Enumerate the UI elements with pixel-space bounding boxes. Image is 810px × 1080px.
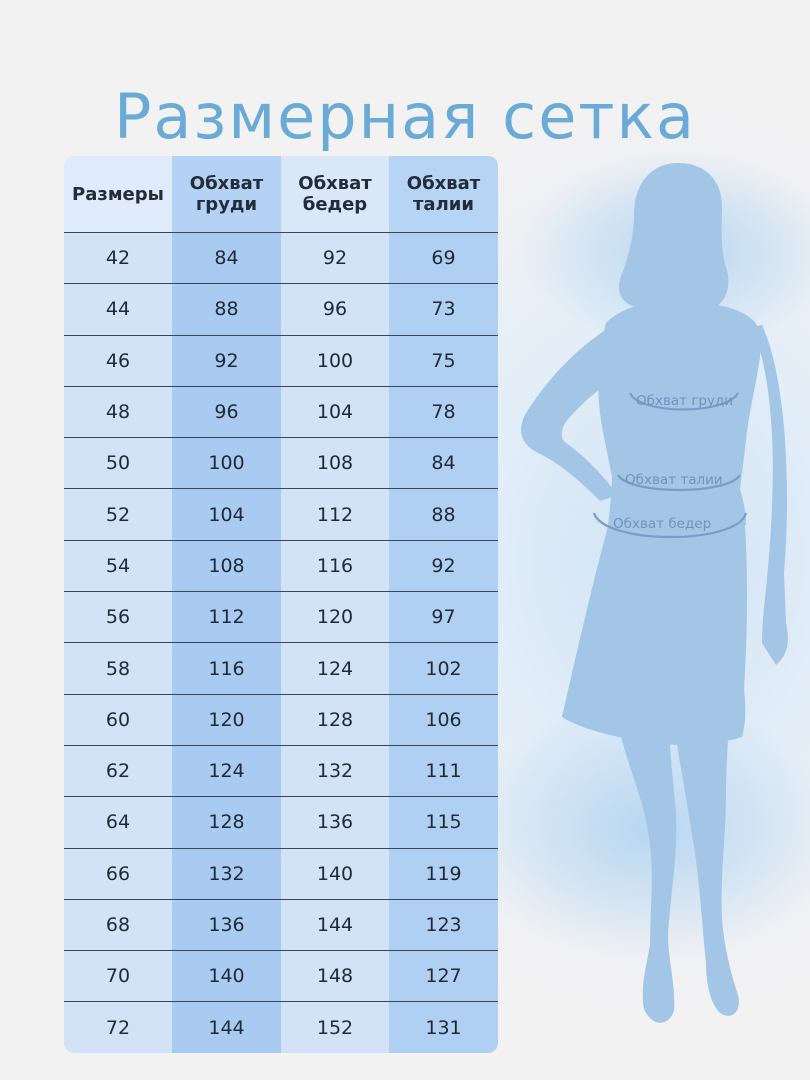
chest-cell: 128	[172, 796, 281, 848]
waist-cell: 88	[389, 488, 498, 540]
size-cell: 54	[64, 539, 172, 592]
header-text: Размеры	[72, 183, 164, 205]
header-text: Обхват	[189, 173, 264, 194]
header-text: талии	[412, 194, 474, 215]
waist-cell: 119	[389, 847, 498, 899]
chest-cell: 124	[172, 744, 281, 797]
hips-cell: 132	[281, 744, 389, 797]
waist-cell: 84	[389, 437, 498, 489]
hips-cell: 104	[281, 385, 389, 438]
waist-cell: 97	[389, 591, 498, 643]
chest-cell: 104	[172, 488, 281, 540]
header-text: бедер	[302, 194, 368, 215]
chest-cell: 108	[172, 539, 281, 592]
hips-cell: 92	[281, 232, 389, 284]
chest-cell: 96	[172, 385, 281, 438]
size-cell: 58	[64, 642, 172, 694]
chest-cell: 92	[172, 334, 281, 386]
hips-cell: 100	[281, 334, 389, 386]
chest-cell: 112	[172, 591, 281, 643]
hip-label: Обхват бедер	[613, 516, 711, 532]
chest-cell: 88	[172, 283, 281, 335]
hips-cell: 96	[281, 283, 389, 335]
size-cell: 62	[64, 744, 172, 797]
size-cell: 44	[64, 283, 172, 335]
size-cell: 46	[64, 334, 172, 386]
silhouette-shape	[521, 163, 788, 1023]
chest-cell: 144	[172, 1001, 281, 1053]
waist-cell: 75	[389, 334, 498, 386]
chest-cell: 116	[172, 642, 281, 694]
size-cell: 48	[64, 385, 172, 438]
header-text: Обхват	[298, 173, 372, 194]
size-cell: 42	[64, 232, 172, 284]
waist-label: Обхват талии	[625, 472, 723, 488]
hips-cell: 116	[281, 539, 389, 592]
header-text: Обхват	[406, 173, 481, 194]
header-sizes: Размеры	[64, 156, 172, 232]
hips-cell: 144	[281, 898, 389, 951]
header-hips: Обхват бедер	[281, 156, 389, 232]
header-waist: Обхват талии	[389, 156, 498, 232]
size-cell: 60	[64, 693, 172, 745]
size-cell: 66	[64, 847, 172, 899]
hip-measure-line	[592, 512, 748, 538]
size-cell: 52	[64, 488, 172, 540]
size-cell: 72	[64, 1001, 172, 1053]
waist-measure-line	[617, 474, 741, 492]
hips-cell: 108	[281, 437, 389, 489]
waist-cell: 127	[389, 950, 498, 1002]
waist-cell: 123	[389, 898, 498, 951]
size-cell: 70	[64, 950, 172, 1002]
hips-cell: 140	[281, 847, 389, 899]
waist-cell: 131	[389, 1001, 498, 1053]
waist-cell: 115	[389, 796, 498, 848]
waist-cell: 92	[389, 539, 498, 592]
chest-cell: 136	[172, 898, 281, 951]
hips-cell: 152	[281, 1001, 389, 1053]
woman-silhouette: Обхват груди Обхват талии Обхват бедер	[521, 163, 788, 1023]
hips-cell: 124	[281, 642, 389, 694]
measure-lines	[592, 392, 748, 538]
chest-cell: 100	[172, 437, 281, 489]
page-title: Размерная сетка	[114, 79, 696, 153]
size-table: Размеры Обхват груди Обхват бедер Обхват та…	[64, 156, 498, 1053]
header-text: груди	[195, 194, 258, 215]
chest-cell: 84	[172, 232, 281, 284]
waist-cell: 78	[389, 385, 498, 438]
hips-cell: 112	[281, 488, 389, 540]
hips-cell: 128	[281, 693, 389, 745]
waist-cell: 73	[389, 283, 498, 335]
waist-cell: 102	[389, 642, 498, 694]
chest-cell: 140	[172, 950, 281, 1002]
chest-measure-line	[629, 392, 739, 411]
waist-cell: 69	[389, 232, 498, 284]
waist-cell: 111	[389, 744, 498, 797]
chest-cell: 132	[172, 847, 281, 899]
size-cell: 50	[64, 437, 172, 489]
hips-cell: 148	[281, 950, 389, 1002]
hips-cell: 120	[281, 591, 389, 643]
hips-cell: 136	[281, 796, 389, 848]
size-cell: 68	[64, 898, 172, 951]
size-cell: 56	[64, 591, 172, 643]
waist-cell: 106	[389, 693, 498, 745]
chest-cell: 120	[172, 693, 281, 745]
header-chest: Обхват груди	[172, 156, 281, 232]
size-cell: 64	[64, 796, 172, 848]
chest-label: Обхват груди	[636, 393, 733, 409]
